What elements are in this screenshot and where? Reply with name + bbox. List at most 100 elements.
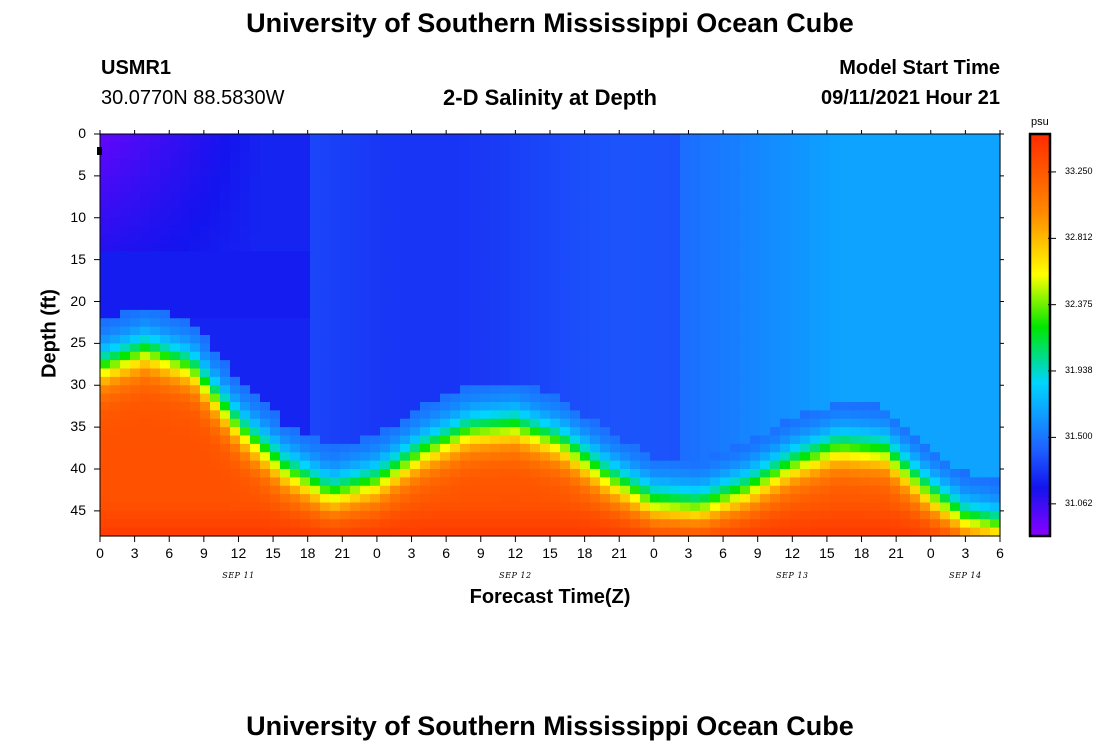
heatmap-cell [140, 393, 151, 403]
heatmap-cell [330, 335, 341, 344]
heatmap-cell [150, 510, 161, 520]
heatmap-cell [710, 502, 721, 512]
heatmap-cell [200, 485, 211, 495]
heatmap-cell [970, 510, 981, 520]
heatmap-cell [230, 368, 241, 378]
heatmap-cell [390, 184, 401, 194]
heatmap-cell [470, 175, 481, 185]
heatmap-cell [950, 301, 961, 311]
heatmap-cell [910, 460, 921, 470]
heatmap-cell [180, 494, 191, 504]
heatmap-cell [200, 301, 211, 311]
heatmap-cell [510, 494, 521, 504]
heatmap-cell [350, 301, 361, 311]
heatmap-cell [590, 343, 601, 353]
colorbar-label: 31.062 [1065, 497, 1093, 508]
heatmap-cell [410, 209, 421, 219]
heatmap-cell [620, 142, 631, 152]
heatmap-cell [880, 519, 891, 529]
heatmap-cell [470, 343, 481, 353]
heatmap-cell [900, 175, 911, 185]
heatmap-cell [130, 343, 141, 353]
heatmap-cell [600, 309, 611, 319]
heatmap-cell [350, 259, 361, 269]
heatmap-cell [980, 485, 991, 495]
heatmap-cell [260, 142, 271, 152]
heatmap-cell [800, 184, 811, 194]
heatmap-cell [920, 368, 931, 378]
heatmap-cell [560, 226, 571, 236]
heatmap-cell [530, 368, 541, 378]
heatmap-cell [480, 402, 491, 411]
heatmap-cell [340, 284, 351, 294]
heatmap-cell [780, 175, 791, 185]
heatmap-cell [410, 494, 421, 504]
heatmap-cell [990, 376, 1001, 386]
heatmap-cell [850, 159, 861, 169]
heatmap-cell [280, 276, 291, 286]
heatmap-cell [520, 519, 531, 529]
heatmap-cell [190, 485, 201, 495]
heatmap-cell [680, 527, 691, 537]
heatmap-cell [970, 469, 981, 478]
heatmap-cell [540, 134, 551, 143]
heatmap-cell [130, 301, 141, 311]
heatmap-cell [740, 485, 751, 495]
heatmap-cell [450, 351, 461, 361]
heatmap-cell [520, 268, 531, 277]
heatmap-cell [600, 318, 611, 328]
heatmap-cell [240, 268, 251, 277]
heatmap-cell [380, 276, 391, 286]
heatmap-cell [750, 452, 761, 462]
heatmap-cell [820, 134, 831, 143]
heatmap-cell [590, 276, 601, 286]
heatmap-cell [870, 376, 881, 386]
heatmap-cell [790, 460, 801, 470]
heatmap-cell [100, 443, 111, 453]
heatmap-cell [720, 443, 731, 453]
heatmap-cell [410, 452, 421, 462]
heatmap-cell [780, 251, 791, 261]
heatmap-cell [620, 184, 631, 194]
heatmap-cell [370, 209, 381, 219]
heatmap-cell [550, 217, 561, 227]
heatmap-cell [370, 360, 381, 370]
heatmap-cell [370, 259, 381, 269]
heatmap-cell [690, 276, 701, 286]
colorbar-label: 33.250 [1065, 165, 1093, 176]
heatmap-cell [690, 301, 701, 311]
heatmap-cell [310, 460, 321, 470]
heatmap-cell [610, 427, 621, 437]
heatmap-cell [760, 393, 771, 403]
heatmap-cell [910, 510, 921, 520]
heatmap-cell [390, 427, 401, 437]
heatmap-cell [920, 217, 931, 227]
heatmap-cell [740, 385, 751, 395]
heatmap-cell [630, 192, 641, 202]
heatmap-cell [660, 351, 671, 361]
heatmap-cell [860, 217, 871, 227]
heatmap-cell [430, 376, 441, 386]
heatmap-cell [500, 418, 511, 428]
heatmap-cell [930, 192, 941, 202]
heatmap-cell [850, 385, 861, 395]
heatmap-cell [930, 201, 941, 210]
heatmap-cell [600, 427, 611, 437]
heatmap-cell [240, 159, 251, 169]
heatmap-cell [160, 217, 171, 227]
heatmap-cell [990, 234, 1001, 244]
heatmap-cell [570, 402, 581, 411]
heatmap-cell [770, 343, 781, 353]
heatmap-cell [100, 242, 111, 252]
heatmap-cell [330, 443, 341, 453]
heatmap-cell [700, 159, 711, 169]
heatmap-cell [770, 184, 781, 194]
heatmap-cell [420, 276, 431, 286]
heatmap-cell [560, 326, 571, 336]
heatmap-cell [280, 510, 291, 520]
heatmap-cell [800, 175, 811, 185]
heatmap-cell [100, 251, 111, 261]
heatmap-cell [860, 376, 871, 386]
heatmap-cell [900, 335, 911, 344]
heatmap-cell [650, 276, 661, 286]
